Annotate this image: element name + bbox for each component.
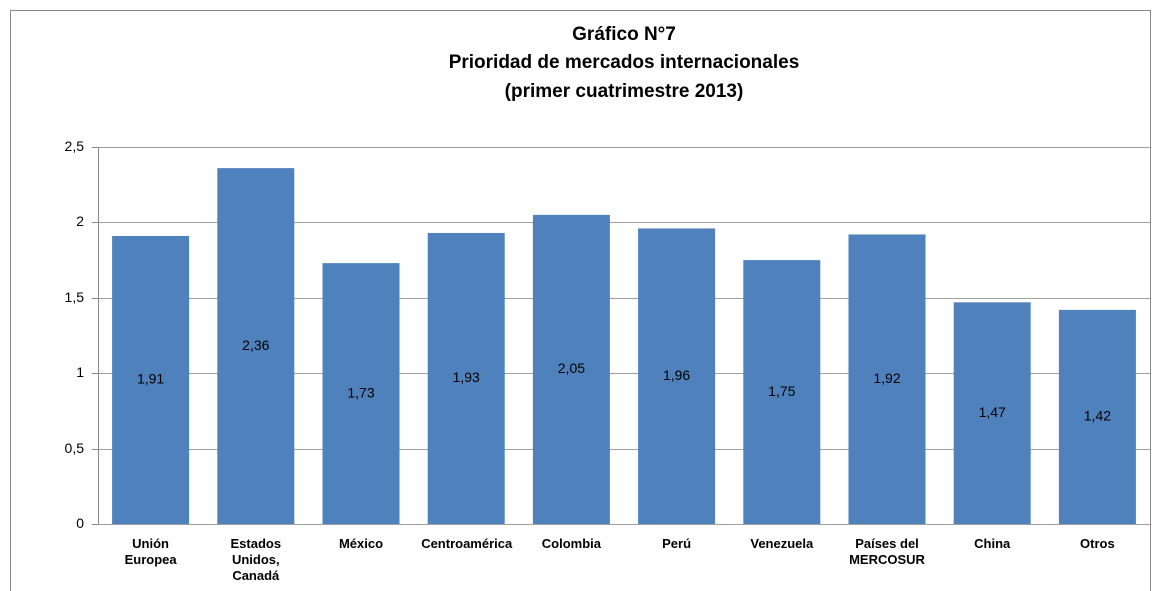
x-tick-label: Otros	[1080, 536, 1115, 551]
value-label: 1,91	[137, 371, 164, 387]
chart-frame	[10, 10, 1151, 591]
value-label: 1,93	[453, 369, 480, 385]
y-tick-label: 0	[76, 515, 84, 531]
x-tick-label: México	[338, 536, 384, 551]
y-tick-label: 1	[76, 364, 84, 380]
x-tick-label: Venezuela	[750, 536, 814, 551]
bar	[322, 263, 400, 524]
bar	[743, 260, 821, 524]
bar	[217, 168, 295, 524]
bar	[848, 234, 926, 525]
y-tick-label: 0,5	[65, 440, 85, 456]
bar	[1058, 309, 1136, 524]
chart-title: (primer cuatrimestre 2013)	[505, 81, 744, 102]
value-label: 1,96	[663, 367, 690, 383]
value-label: 1,42	[1084, 408, 1111, 424]
value-label: 1,47	[979, 404, 1006, 420]
value-label: 1,75	[768, 383, 795, 399]
x-tick-label: China	[974, 536, 1011, 551]
value-label: 2,05	[558, 360, 585, 376]
x-tick-label: Unión Europea	[124, 536, 177, 567]
bar	[427, 232, 505, 524]
chart-title: Gráfico N°7	[572, 24, 676, 45]
bar	[112, 235, 190, 525]
y-tick-label: 2	[76, 213, 84, 229]
bar	[953, 302, 1031, 524]
value-label: 1,92	[873, 370, 900, 386]
chart-title: Prioridad de mercados internacionales	[449, 52, 800, 73]
y-tick-label: 1,5	[65, 289, 85, 305]
x-tick-label: Colombia	[541, 536, 601, 551]
y-tick-label: 2,5	[65, 138, 85, 154]
bar	[638, 228, 716, 524]
x-tick-label: Países del MERCOSUR	[849, 536, 925, 567]
x-tick-label: Perú	[662, 536, 692, 551]
value-label: 2,36	[242, 337, 269, 353]
x-tick-label: Centroamérica	[421, 536, 513, 551]
bar	[532, 214, 610, 525]
x-tick-label: Estados Unidos, Canadá	[230, 536, 282, 583]
value-label: 1,73	[347, 384, 374, 400]
